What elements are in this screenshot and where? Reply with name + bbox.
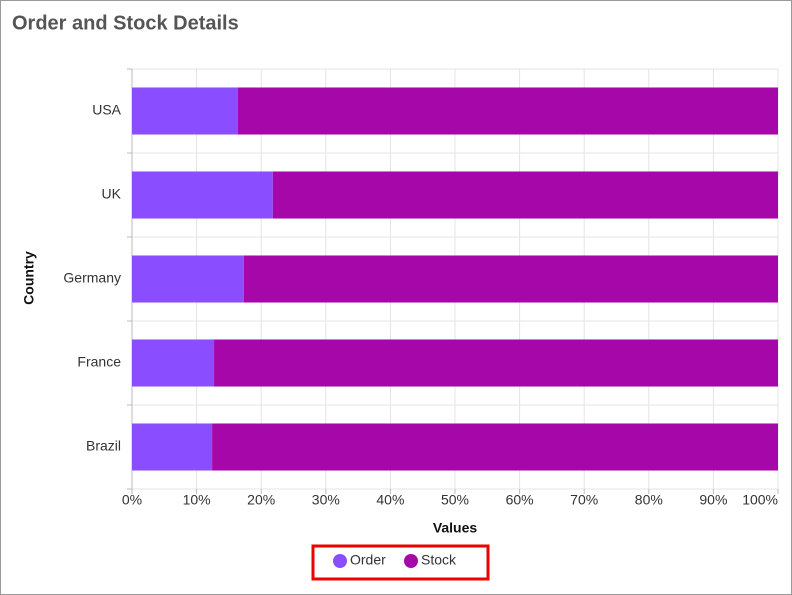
legend-label[interactable]: Stock <box>421 552 457 568</box>
x-tick-label: 50% <box>441 492 469 508</box>
y-tick-label: USA <box>92 102 121 118</box>
x-tick-label: 0% <box>122 492 142 508</box>
x-tick-label: 70% <box>570 492 598 508</box>
legend-marker[interactable] <box>404 554 418 568</box>
legend-label[interactable]: Order <box>350 552 386 568</box>
bar-segment <box>132 171 273 219</box>
x-tick-label: 40% <box>376 492 404 508</box>
x-tick-label: 60% <box>506 492 534 508</box>
x-tick-label: 20% <box>247 492 275 508</box>
x-tick-label: 80% <box>635 492 663 508</box>
bar-segment <box>214 339 779 387</box>
y-tick-label: France <box>77 354 121 370</box>
y-axis-title: Country <box>21 251 37 305</box>
bar-segment <box>132 339 215 387</box>
legend-marker[interactable] <box>333 554 347 568</box>
y-tick-label: Brazil <box>86 438 121 454</box>
legend-highlight <box>311 544 490 581</box>
chart-title: Order and Stock Details <box>12 12 239 34</box>
x-tick-label: 10% <box>183 492 211 508</box>
bar-segment <box>132 87 238 135</box>
bar-segment <box>272 171 778 219</box>
x-tick-label: 90% <box>699 492 727 508</box>
y-tick-label: UK <box>102 186 122 202</box>
bar-segment <box>243 255 778 303</box>
x-tick-label: 30% <box>312 492 340 508</box>
y-tick-label: Germany <box>63 270 121 286</box>
bar-segment <box>237 87 779 135</box>
x-axis-title: Values <box>433 520 478 536</box>
bar-segment <box>212 423 778 471</box>
bar-segment <box>132 423 213 471</box>
bar-segment <box>132 255 244 303</box>
x-tick-label: 100% <box>742 492 778 508</box>
